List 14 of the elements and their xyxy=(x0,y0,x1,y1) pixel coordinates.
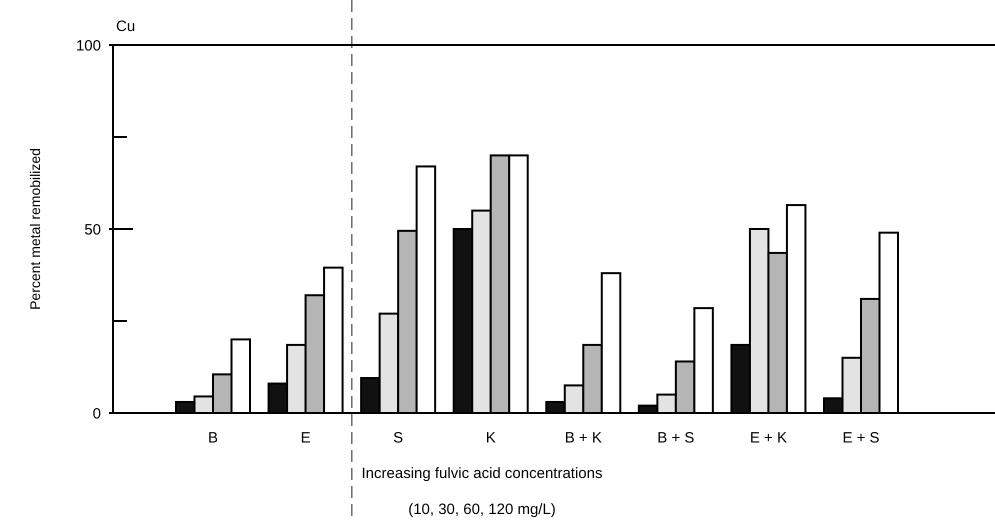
x-tick-label: B + K xyxy=(564,429,602,446)
x-tick-label: B + S xyxy=(657,429,694,446)
chart-title: Cu xyxy=(116,18,136,35)
x-tick-label: K xyxy=(486,429,496,446)
y-tick-label: 50 xyxy=(84,221,101,238)
y-tick-label: 100 xyxy=(76,37,101,54)
x-tick-label: S xyxy=(393,429,404,446)
x-tick-label: E + S xyxy=(842,429,880,446)
x-tick-label: E + K xyxy=(750,429,787,446)
y-axis-title: Percent metal remobilized xyxy=(27,148,43,310)
y-tick-label: 0 xyxy=(92,405,101,422)
text: Increasing fulvic acid concentrations (10, 30, 60, 120 mg/L) xyxy=(362,465,602,518)
x-tick-label: B xyxy=(208,429,218,446)
x-tick-label: E xyxy=(300,429,311,446)
